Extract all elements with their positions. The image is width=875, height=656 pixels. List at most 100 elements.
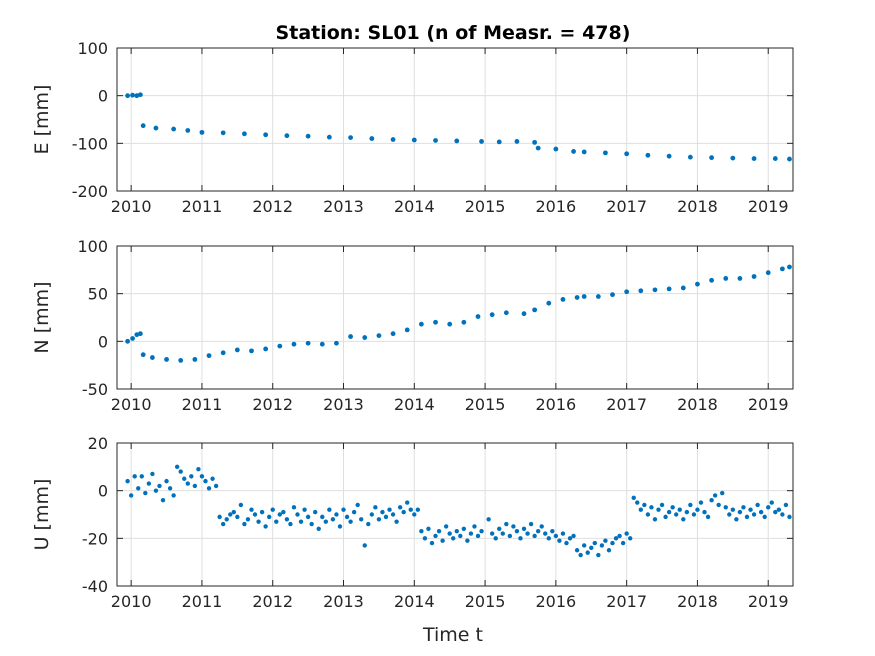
data-point <box>755 502 760 508</box>
data-point <box>412 512 417 517</box>
data-point <box>730 155 736 161</box>
data-point <box>334 340 339 346</box>
data-point <box>765 270 771 276</box>
data-point <box>458 533 463 539</box>
data-point <box>259 509 265 515</box>
data-point <box>277 343 283 349</box>
data-point <box>284 517 290 522</box>
data-point <box>748 507 753 512</box>
data-point <box>125 478 130 484</box>
x-tick-label: 2016 <box>536 395 577 414</box>
data-point <box>574 295 580 300</box>
data-point <box>224 517 229 522</box>
data-point <box>674 512 679 517</box>
data-point <box>500 531 505 536</box>
data-point <box>436 528 442 534</box>
data-point <box>744 514 750 520</box>
data-point <box>405 500 410 505</box>
data-point <box>606 548 612 553</box>
data-point <box>461 526 467 531</box>
data-point <box>599 543 605 548</box>
data-point <box>751 512 757 517</box>
data-point <box>489 531 495 536</box>
data-point <box>447 321 453 327</box>
data-point <box>454 138 460 144</box>
data-point <box>206 486 212 491</box>
y-tick-label: 0 <box>98 332 108 351</box>
data-point <box>362 335 368 340</box>
data-point <box>203 478 208 484</box>
data-point <box>578 552 583 558</box>
data-point <box>496 139 502 145</box>
data-point <box>610 540 615 546</box>
x-tick-label: 2015 <box>465 395 506 414</box>
data-point <box>709 277 714 283</box>
data-point <box>263 132 269 138</box>
data-point <box>511 524 516 529</box>
x-tick-label: 2010 <box>111 592 152 611</box>
data-point <box>635 500 640 505</box>
data-point <box>150 471 155 477</box>
x-tick-label: 2013 <box>323 592 364 611</box>
data-point <box>447 531 452 536</box>
data-point <box>234 347 240 353</box>
data-point <box>429 540 435 546</box>
data-point <box>716 502 721 508</box>
data-point <box>681 517 686 522</box>
data-point <box>783 502 789 508</box>
data-point <box>160 498 166 503</box>
data-point <box>387 507 392 512</box>
figure-title: Station: SL01 (n of Measr. = 478) <box>276 22 631 44</box>
data-point <box>220 130 226 136</box>
data-point <box>128 493 134 498</box>
data-point <box>330 517 336 522</box>
data-point <box>397 505 403 510</box>
data-point <box>235 514 240 520</box>
data-point <box>291 505 297 510</box>
x-tick-label: 2013 <box>323 395 364 414</box>
data-point <box>404 327 410 333</box>
x-tick-label: 2016 <box>536 197 577 216</box>
x-tick-label: 2015 <box>465 197 506 216</box>
data-point <box>709 498 714 503</box>
data-point <box>376 333 382 339</box>
x-tick-label: 2012 <box>252 592 293 611</box>
data-point <box>390 331 396 337</box>
data-point <box>178 469 183 474</box>
data-point <box>167 486 173 491</box>
data-point <box>489 312 495 318</box>
data-point <box>779 266 785 272</box>
data-point <box>730 507 736 512</box>
data-point <box>252 512 258 517</box>
x-tick-label: 2010 <box>111 395 152 414</box>
data-point <box>624 289 630 295</box>
data-point <box>624 531 629 536</box>
y-tick-label: 100 <box>77 237 108 256</box>
y-tick-label: 0 <box>98 87 108 106</box>
x-tick-label: 2011 <box>182 395 223 414</box>
data-point <box>164 357 169 362</box>
data-point <box>137 92 143 98</box>
data-point <box>136 486 141 491</box>
data-point <box>390 512 396 517</box>
data-point <box>274 519 279 524</box>
data-point <box>695 507 700 512</box>
data-point <box>174 464 180 470</box>
data-point <box>182 476 187 481</box>
data-point <box>712 493 718 498</box>
data-point <box>546 300 552 306</box>
data-point <box>564 540 569 546</box>
data-point <box>245 517 251 522</box>
data-point <box>680 285 686 291</box>
data-point <box>638 288 644 294</box>
data-point <box>291 341 297 347</box>
data-point <box>571 533 576 539</box>
data-point <box>766 505 771 510</box>
data-point <box>220 350 226 356</box>
data-point <box>535 145 541 151</box>
data-point <box>178 358 184 363</box>
data-point <box>475 314 481 319</box>
data-point <box>217 514 222 520</box>
y-tick-label: -200 <box>72 182 108 201</box>
